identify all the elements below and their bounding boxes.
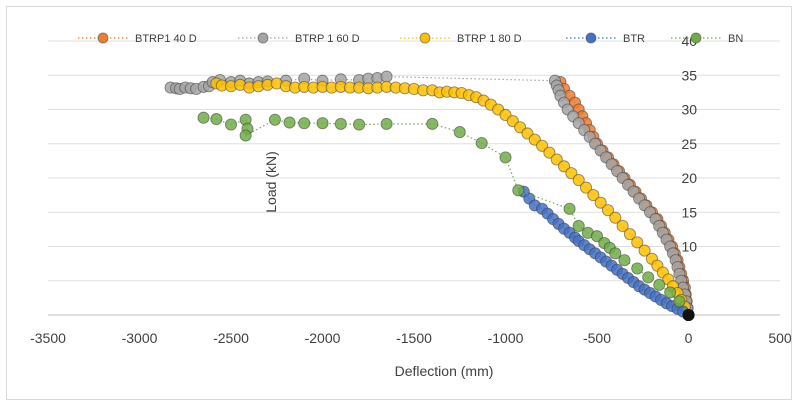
y-axis-title: Load (kN) <box>263 151 279 212</box>
legend-item: BTRP1 40 D <box>78 32 197 45</box>
data-point <box>638 244 651 257</box>
series-2 <box>210 77 695 322</box>
series-line <box>170 76 690 316</box>
data-point <box>512 184 525 197</box>
legend-item: BTRP 1 60 D <box>238 32 360 45</box>
y-tick-label: 25 <box>682 136 698 152</box>
legend-marker <box>257 32 269 44</box>
legend-marker <box>585 32 597 44</box>
data-point <box>210 113 223 126</box>
data-point <box>590 230 604 243</box>
data-point <box>572 174 585 187</box>
y-tick-label: 10 <box>682 239 698 255</box>
data-point <box>353 118 366 131</box>
legend-label: BTR <box>623 33 645 45</box>
data-point <box>475 137 488 150</box>
x-tick-label: -3500 <box>30 330 66 346</box>
data-point <box>623 228 636 241</box>
legend-marker <box>690 32 702 44</box>
data-point <box>631 262 644 275</box>
data-point <box>579 181 593 194</box>
data-point <box>616 219 629 232</box>
x-tick-labels: -3500 -3000 -2500 -2000 -1500 -1000 -500 0 500 <box>30 330 792 346</box>
data-point <box>618 254 631 267</box>
x-tick-label: -1000 <box>488 330 524 346</box>
legend-marker <box>97 32 109 44</box>
data-point <box>594 196 607 209</box>
legend-label: BN <box>728 33 743 45</box>
data-point <box>453 126 466 139</box>
data-point <box>316 117 329 130</box>
data-point <box>642 271 655 284</box>
x-tick-label: -1500 <box>396 330 432 346</box>
data-point <box>550 153 563 166</box>
legend-label: BTRP 1 60 D <box>295 33 360 45</box>
chart-frame <box>6 6 792 400</box>
y-tick-label: 20 <box>682 170 698 186</box>
legend-item: BN <box>671 32 743 45</box>
data-point <box>558 160 571 173</box>
data-point <box>239 129 252 142</box>
data-point <box>380 70 393 83</box>
data-point <box>609 211 622 224</box>
data-series <box>164 70 695 322</box>
x-tick-label: 0 <box>685 330 693 346</box>
legend: BTRP1 40 D BTRP 1 60 D BTRP 1 80 D BTR BN <box>78 32 743 45</box>
origin-point <box>682 309 695 321</box>
data-point <box>268 113 281 126</box>
data-point <box>565 167 578 180</box>
x-tick-label: -3000 <box>122 330 158 346</box>
data-point <box>499 151 512 164</box>
data-point <box>609 247 622 260</box>
data-point <box>536 139 549 152</box>
y-tick-label: 35 <box>682 67 698 83</box>
data-point <box>543 146 556 159</box>
x-tick-label: -500 <box>583 330 611 346</box>
legend-marker <box>419 32 431 44</box>
x-tick-label: 500 <box>768 330 792 346</box>
gridlines <box>48 40 780 316</box>
x-axis-title: Deflection (mm) <box>395 363 494 379</box>
data-point <box>298 117 311 130</box>
y-tick-label: 15 <box>682 204 698 220</box>
data-point <box>380 117 393 130</box>
x-tick-label: -2500 <box>213 330 249 346</box>
data-point <box>197 111 210 124</box>
data-point <box>601 204 615 217</box>
data-point <box>283 116 296 129</box>
data-point <box>664 286 677 299</box>
data-point <box>653 278 666 291</box>
data-point <box>334 117 347 130</box>
data-point <box>224 118 238 131</box>
data-point <box>572 219 585 232</box>
legend-item: BTRP 1 80 D <box>400 32 522 45</box>
legend-label: BTRP 1 80 D <box>457 33 522 45</box>
data-point <box>631 236 644 249</box>
data-point <box>587 189 600 202</box>
data-point <box>673 295 686 308</box>
data-point <box>563 202 576 215</box>
x-tick-label: -2000 <box>305 330 341 346</box>
y-tick-labels: 510152025303540 <box>682 33 698 289</box>
data-point <box>426 117 439 130</box>
series-4 <box>197 111 695 322</box>
legend-label: BTRP1 40 D <box>135 33 197 45</box>
legend-item: BTR <box>566 32 645 45</box>
series-1 <box>164 70 695 322</box>
y-tick-label: 30 <box>682 102 698 118</box>
